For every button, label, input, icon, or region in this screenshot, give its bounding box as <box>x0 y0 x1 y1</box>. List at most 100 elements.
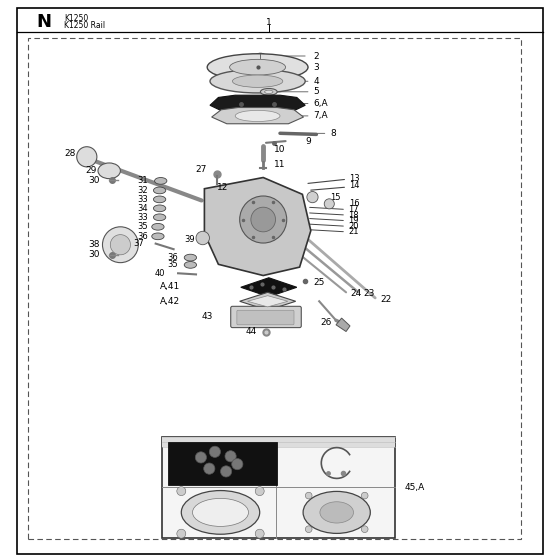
Ellipse shape <box>181 491 260 534</box>
Ellipse shape <box>153 196 166 203</box>
Polygon shape <box>248 296 288 307</box>
Text: 11: 11 <box>274 160 286 169</box>
Text: 6,A: 6,A <box>314 99 328 108</box>
Text: 44: 44 <box>245 327 256 336</box>
Bar <box>162 437 395 538</box>
Text: 16: 16 <box>349 199 360 208</box>
Text: 24: 24 <box>350 289 361 298</box>
Text: 34: 34 <box>138 204 148 213</box>
Ellipse shape <box>230 59 286 75</box>
Ellipse shape <box>303 492 370 533</box>
Ellipse shape <box>235 110 280 122</box>
Ellipse shape <box>152 233 164 240</box>
Circle shape <box>255 487 264 496</box>
Text: 35: 35 <box>138 222 148 231</box>
Text: 45,A: 45,A <box>405 483 425 492</box>
Polygon shape <box>204 178 311 276</box>
Text: 5: 5 <box>314 87 319 96</box>
Circle shape <box>251 207 276 232</box>
Text: 14: 14 <box>349 181 360 190</box>
Text: 37: 37 <box>134 239 144 248</box>
Text: 8: 8 <box>330 129 336 138</box>
Text: 21: 21 <box>348 227 359 236</box>
Circle shape <box>305 492 312 499</box>
Circle shape <box>307 192 318 203</box>
Text: 13: 13 <box>349 174 360 183</box>
Text: K1250: K1250 <box>64 14 88 23</box>
Circle shape <box>225 451 236 462</box>
Text: 40: 40 <box>155 269 165 278</box>
Text: A,42: A,42 <box>160 297 180 306</box>
Ellipse shape <box>153 205 166 212</box>
Text: K1250 Rail: K1250 Rail <box>64 21 105 30</box>
Text: 36: 36 <box>138 232 148 241</box>
Polygon shape <box>212 108 304 124</box>
Text: 1: 1 <box>266 18 272 27</box>
Text: 33: 33 <box>138 195 148 204</box>
Ellipse shape <box>153 214 166 221</box>
Ellipse shape <box>260 88 277 95</box>
Circle shape <box>221 466 232 477</box>
Ellipse shape <box>193 498 249 526</box>
Text: 35: 35 <box>167 260 178 269</box>
Circle shape <box>177 487 186 496</box>
Circle shape <box>102 227 138 263</box>
Text: 30: 30 <box>88 176 100 185</box>
Ellipse shape <box>98 163 120 179</box>
Text: 31: 31 <box>138 176 148 185</box>
Text: 27: 27 <box>196 165 207 174</box>
Circle shape <box>305 526 312 533</box>
Circle shape <box>195 452 207 463</box>
Ellipse shape <box>232 75 283 87</box>
Ellipse shape <box>320 502 353 523</box>
Ellipse shape <box>155 178 167 184</box>
Ellipse shape <box>265 90 273 94</box>
Ellipse shape <box>207 54 308 81</box>
Text: 39: 39 <box>184 235 195 244</box>
Circle shape <box>204 463 215 474</box>
Text: 12: 12 <box>217 183 228 192</box>
Text: 30: 30 <box>88 250 100 259</box>
Text: 15: 15 <box>330 193 341 202</box>
Circle shape <box>110 235 130 255</box>
Circle shape <box>361 526 368 533</box>
Text: 32: 32 <box>138 186 148 195</box>
Text: 38: 38 <box>88 240 100 249</box>
Text: 29: 29 <box>85 166 96 175</box>
Text: A,41: A,41 <box>160 282 180 291</box>
Bar <box>28 38 521 539</box>
Text: 43: 43 <box>202 312 213 321</box>
Text: 20: 20 <box>348 222 359 231</box>
Ellipse shape <box>184 254 197 261</box>
Bar <box>162 437 395 447</box>
Circle shape <box>196 231 209 245</box>
FancyBboxPatch shape <box>231 306 301 328</box>
Text: 33: 33 <box>138 213 148 222</box>
Text: 3: 3 <box>314 63 319 72</box>
Text: 36: 36 <box>167 253 178 262</box>
Text: 25: 25 <box>314 278 325 287</box>
Polygon shape <box>240 292 296 310</box>
Text: 26: 26 <box>320 318 332 326</box>
Ellipse shape <box>153 187 166 194</box>
Circle shape <box>177 529 186 538</box>
Polygon shape <box>210 95 305 112</box>
FancyBboxPatch shape <box>237 310 294 325</box>
Ellipse shape <box>255 53 265 59</box>
Text: 22: 22 <box>381 295 392 304</box>
Text: 7,A: 7,A <box>314 111 328 120</box>
Circle shape <box>361 492 368 499</box>
Text: 4: 4 <box>314 77 319 86</box>
Text: N: N <box>36 13 52 31</box>
Text: 17: 17 <box>348 205 359 214</box>
Text: 2: 2 <box>314 52 319 60</box>
Circle shape <box>240 196 287 243</box>
Circle shape <box>77 147 97 167</box>
Text: 10: 10 <box>274 145 286 154</box>
Bar <box>168 442 277 485</box>
Circle shape <box>209 446 221 458</box>
Circle shape <box>324 199 334 209</box>
Text: 9: 9 <box>305 137 311 146</box>
Text: 23: 23 <box>363 289 374 298</box>
Text: 19: 19 <box>348 216 359 225</box>
